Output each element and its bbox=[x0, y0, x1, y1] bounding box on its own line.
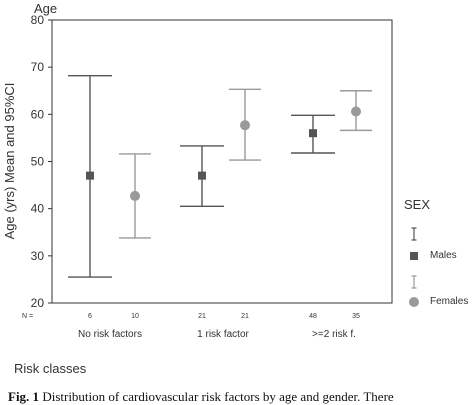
error-bar-males bbox=[180, 145, 224, 208]
legend-label-females: Females bbox=[430, 296, 469, 307]
y-tick-label: 50 bbox=[31, 155, 45, 169]
legend-title: SEX bbox=[404, 197, 431, 212]
category-label: >=2 risk f. bbox=[312, 329, 356, 340]
y-tick-label: 70 bbox=[31, 60, 45, 74]
n-count-label: 35 bbox=[352, 313, 360, 320]
error-bar-females bbox=[229, 88, 261, 161]
category-label: No risk factors bbox=[78, 329, 142, 340]
figure-caption: Fig. 1 Distribution of cardiovascular ri… bbox=[8, 389, 394, 405]
n-count-label: 10 bbox=[131, 313, 139, 320]
legend-item-males bbox=[410, 227, 418, 260]
legend-label-males: Males bbox=[430, 250, 457, 261]
y-tick-label: 80 bbox=[31, 13, 45, 27]
x-axis-title: Risk classes bbox=[14, 361, 87, 376]
mean-marker-circle bbox=[351, 106, 361, 117]
n-row-label: N = bbox=[22, 313, 33, 320]
error-bar-males bbox=[291, 114, 335, 154]
mean-marker-square bbox=[309, 129, 317, 138]
n-count-label: 21 bbox=[241, 313, 249, 320]
category-labels: No risk factors 1 risk factor >=2 risk f. bbox=[78, 329, 356, 340]
y-axis-title: Age (yrs) Mean and 95%CI bbox=[2, 83, 17, 240]
y-tick-label: 20 bbox=[31, 296, 45, 310]
legend-square-icon bbox=[410, 252, 418, 260]
n-labels: 6 21 48 10 21 35 bbox=[88, 313, 360, 320]
mean-marker-circle bbox=[130, 190, 140, 201]
legend bbox=[409, 227, 419, 307]
mean-marker-circle bbox=[240, 120, 250, 131]
y-tick-label: 60 bbox=[31, 107, 45, 121]
legend-item-females bbox=[409, 275, 419, 307]
category-label: 1 risk factor bbox=[197, 329, 249, 340]
error-bar-females bbox=[119, 153, 151, 239]
y-top-title: Age bbox=[34, 1, 57, 16]
n-count-label: 21 bbox=[198, 313, 206, 320]
legend-circle-icon bbox=[409, 297, 419, 307]
n-count-label: 6 bbox=[88, 313, 92, 320]
error-bar-females bbox=[340, 90, 372, 132]
mean-marker-square bbox=[198, 171, 206, 180]
error-bars bbox=[68, 74, 372, 278]
error-bar-males bbox=[68, 74, 112, 278]
plot-frame bbox=[51, 19, 393, 304]
n-count-label: 48 bbox=[309, 313, 317, 320]
y-tick-label: 30 bbox=[31, 249, 45, 263]
y-tick-label: 40 bbox=[31, 202, 45, 216]
caption-text: Distribution of cardiovascular risk fact… bbox=[42, 389, 394, 404]
mean-marker-square bbox=[86, 171, 94, 180]
y-ticks: 20 30 40 50 60 70 80 bbox=[31, 13, 52, 310]
caption-label: Fig. 1 bbox=[8, 389, 40, 404]
